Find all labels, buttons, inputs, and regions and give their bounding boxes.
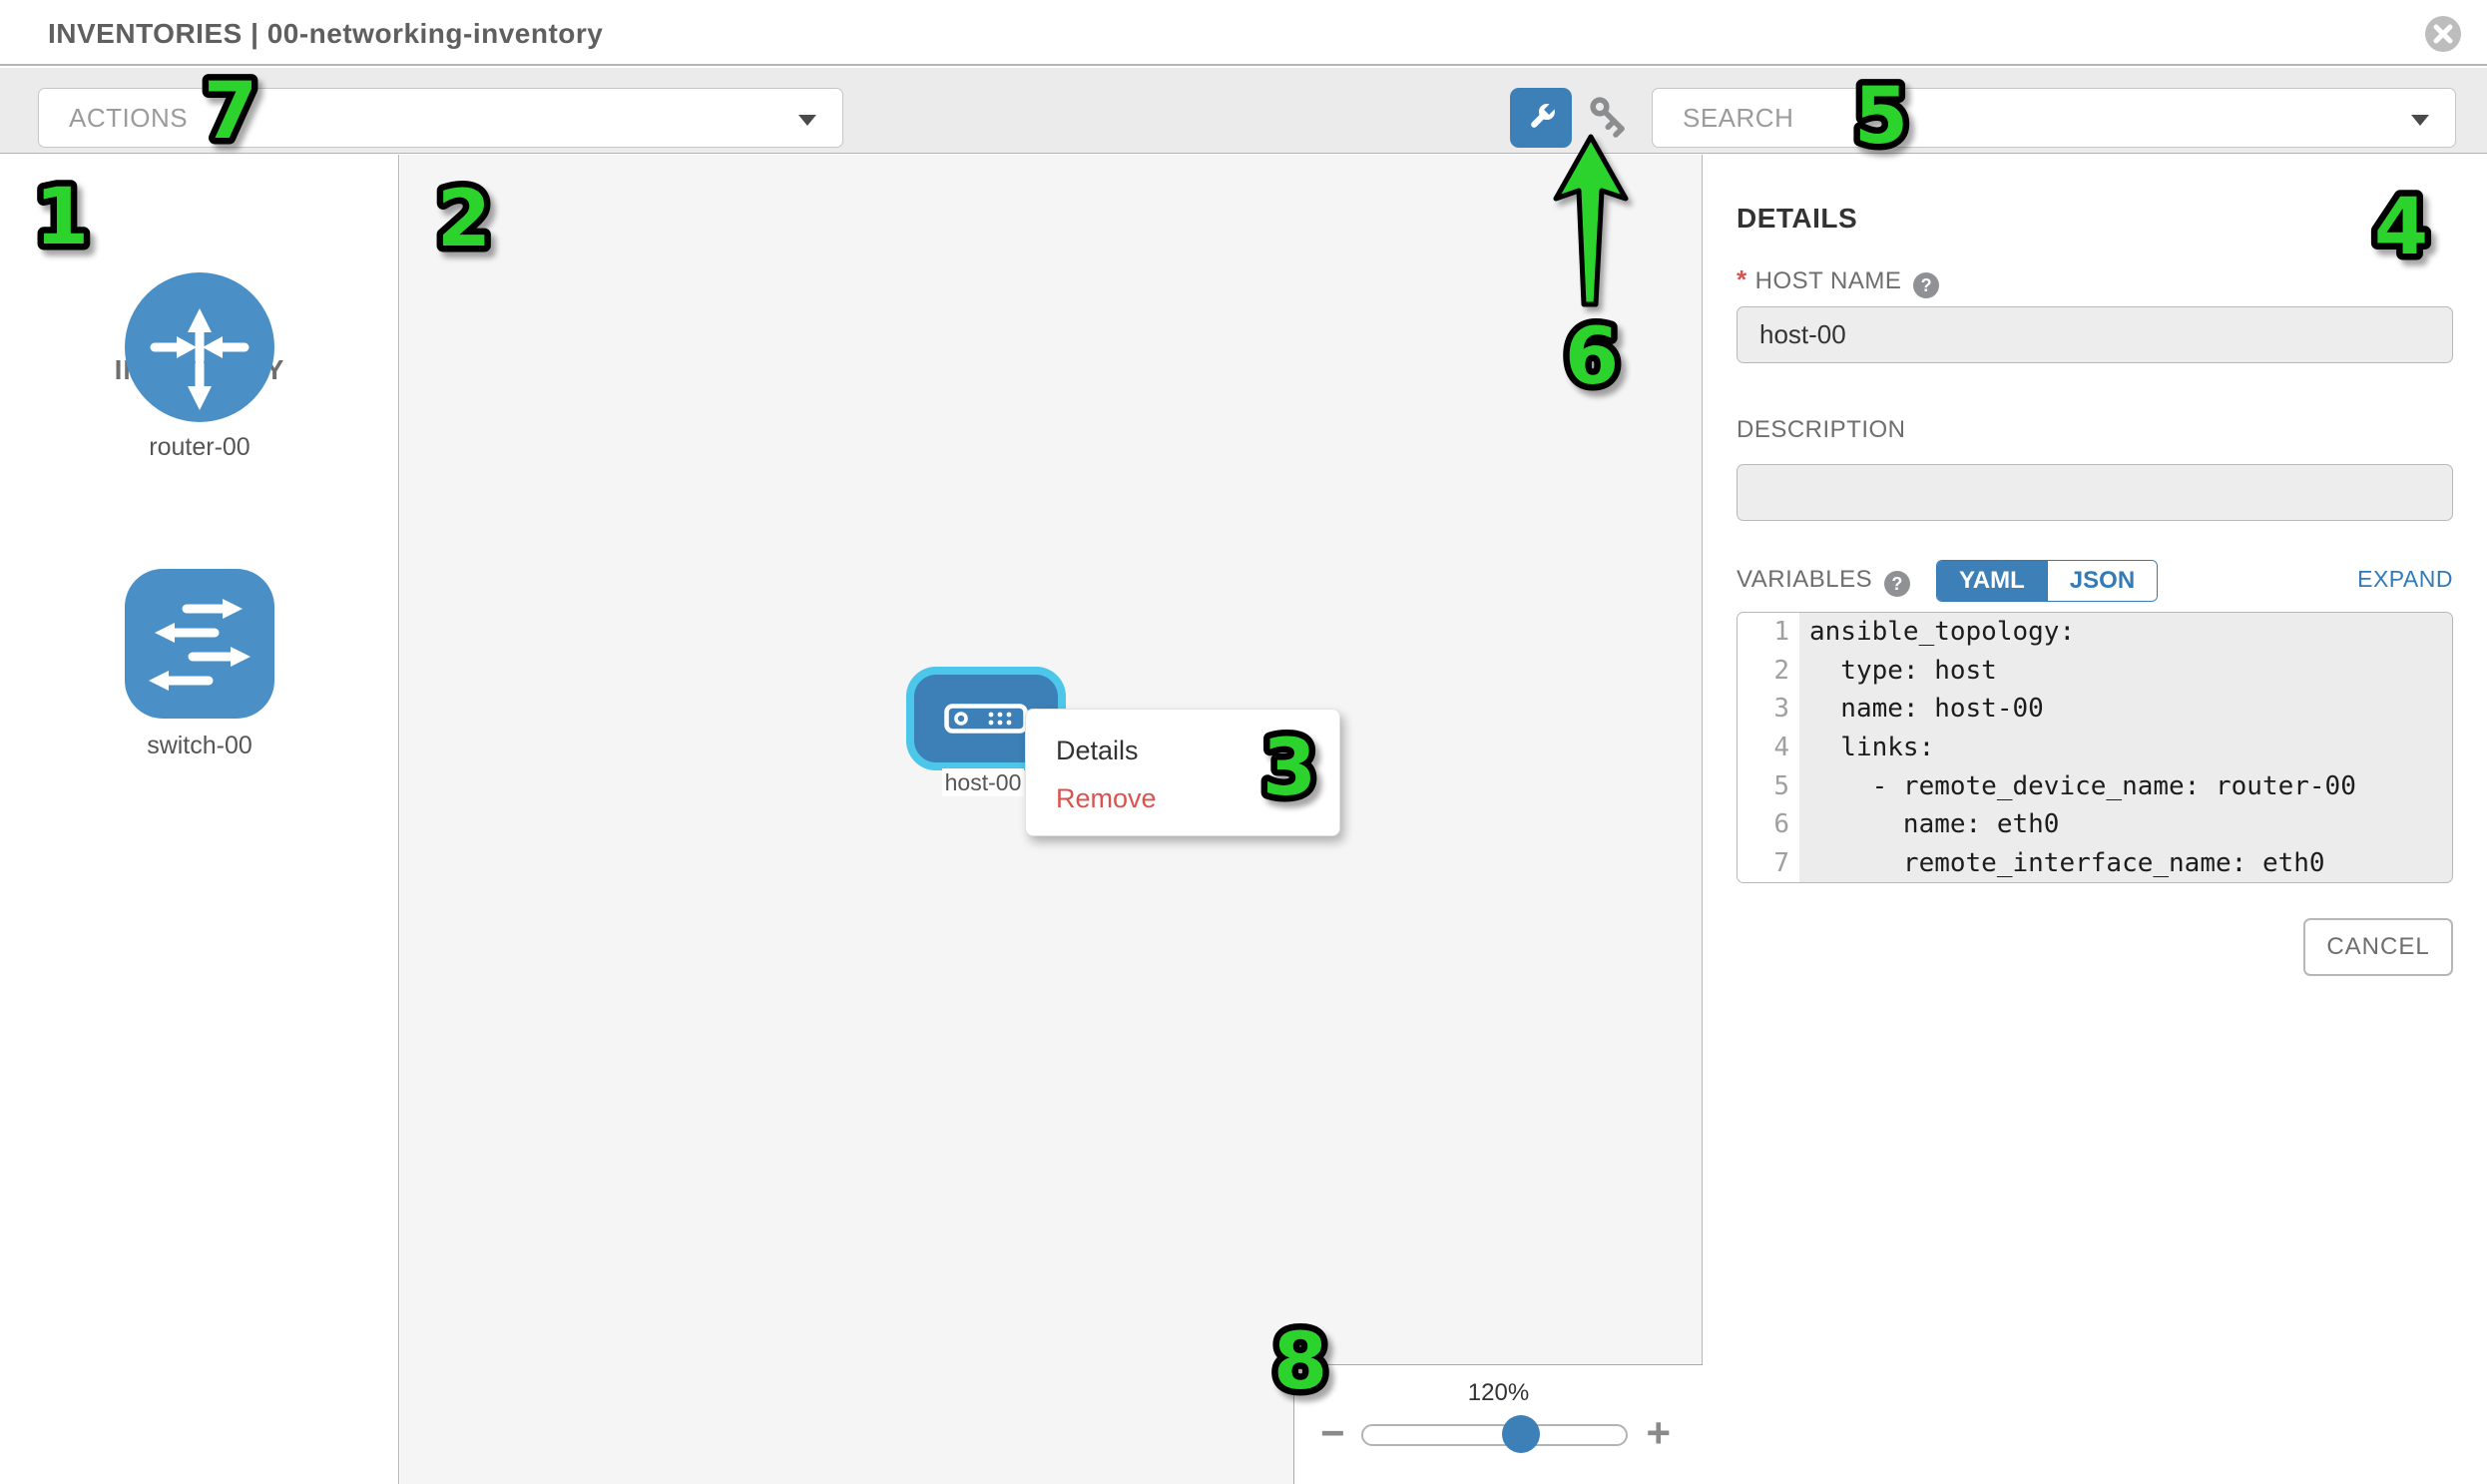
page-title: INVENTORIES | 00-networking-inventory	[48, 18, 604, 49]
editor-line: 1 ansible_topology:	[1738, 613, 2452, 652]
variables-label: VARIABLES	[1737, 566, 1873, 593]
palette-item-router-label: router-00	[149, 433, 250, 461]
zoom-in-button[interactable]: +	[1646, 1409, 1671, 1456]
line-number: 6	[1738, 804, 1799, 844]
variables-format-toggle: YAML JSON	[1936, 560, 2159, 602]
host-name-input[interactable]	[1737, 306, 2453, 363]
line-code: ansible_topology:	[1809, 617, 2076, 648]
variables-code-editor[interactable]: 1 ansible_topology: 2 type: host 3 name: …	[1737, 612, 2453, 883]
editor-line: 4 links:	[1738, 728, 2452, 767]
palette-item-switch[interactable]	[125, 569, 274, 719]
context-menu-item-details[interactable]: Details	[1056, 735, 1139, 765]
key-mode-button[interactable]	[1589, 96, 1633, 140]
search-dropdown[interactable]: SEARCH	[1652, 88, 2456, 148]
editor-line: 3 name: host-00	[1738, 690, 2452, 729]
line-code: name: eth0	[1809, 809, 2060, 840]
line-number: 4	[1738, 728, 1799, 767]
variables-label-row: VARIABLES?	[1737, 566, 1911, 597]
router-icon	[150, 308, 249, 410]
header-bar: INVENTORIES | 00-networking-inventory	[0, 0, 2487, 66]
line-code: links:	[1809, 733, 1935, 763]
close-icon	[2433, 24, 2453, 44]
line-code: type: host	[1809, 655, 1997, 686]
zoom-out-button[interactable]: −	[1320, 1409, 1345, 1456]
toolbar: ACTIONS SEARCH	[0, 68, 2487, 154]
close-button[interactable]	[2425, 16, 2461, 52]
line-number: 5	[1738, 766, 1799, 805]
actions-dropdown-label: ACTIONS	[69, 102, 189, 133]
chevron-down-icon	[798, 115, 816, 126]
switch-icon	[149, 599, 250, 691]
tab-json[interactable]: JSON	[2046, 561, 2158, 601]
help-icon[interactable]: ?	[1913, 272, 1940, 298]
details-panel: DETAILS * HOST NAME? DESCRIPTION VARIABLE…	[1704, 155, 2487, 1484]
expand-link[interactable]: EXPAND	[2357, 566, 2453, 592]
description-input[interactable]	[1737, 464, 2453, 521]
cancel-button[interactable]: CANCEL	[2303, 918, 2453, 976]
line-code: - remote_device_name: router-00	[1809, 770, 2356, 801]
zoom-level-value: 120%	[1467, 1379, 1530, 1406]
key-icon	[1590, 97, 1625, 138]
editor-line: 7 remote_interface_name: eth0	[1738, 843, 2452, 882]
search-dropdown-label: SEARCH	[1683, 102, 1794, 133]
host-server-icon	[944, 704, 1028, 734]
help-icon[interactable]: ?	[1884, 571, 1911, 597]
line-number: 7	[1738, 843, 1799, 882]
editor-line: 2 type: host	[1738, 651, 2452, 691]
context-menu-item-remove[interactable]: Remove	[1056, 782, 1157, 813]
chevron-down-icon	[2411, 115, 2429, 126]
description-label: DESCRIPTION	[1737, 416, 1906, 443]
tools-button[interactable]	[1510, 88, 1572, 148]
palette-item-switch-label: switch-00	[147, 732, 252, 759]
editor-line: 5 - remote_device_name: router-00	[1738, 766, 2452, 805]
actions-dropdown[interactable]: ACTIONS	[38, 88, 843, 148]
context-menu: Details Remove	[1025, 709, 1340, 836]
palette-item-router[interactable]	[125, 272, 274, 422]
required-asterisk: *	[1737, 264, 1747, 294]
zoom-slider-track[interactable]	[1361, 1424, 1628, 1446]
tab-yaml[interactable]: YAML	[1937, 561, 2047, 601]
editor-line: 6 name: eth0	[1738, 804, 2452, 844]
line-code: name: host-00	[1809, 694, 2044, 725]
line-number: 2	[1738, 651, 1799, 691]
line-code: remote_interface_name: eth0	[1809, 847, 2325, 878]
line-number: 1	[1738, 613, 1799, 652]
details-panel-title: DETAILS	[1737, 203, 1858, 234]
line-number: 3	[1738, 690, 1799, 729]
host-node-label: host-00	[942, 768, 1024, 796]
zoom-control-panel: 120% − +	[1293, 1364, 1703, 1484]
wrench-icon	[1531, 102, 1557, 128]
host-name-label: HOST NAME	[1754, 267, 1902, 294]
host-name-label-row: * HOST NAME?	[1737, 264, 1940, 298]
zoom-slider-thumb[interactable]	[1502, 1415, 1540, 1453]
